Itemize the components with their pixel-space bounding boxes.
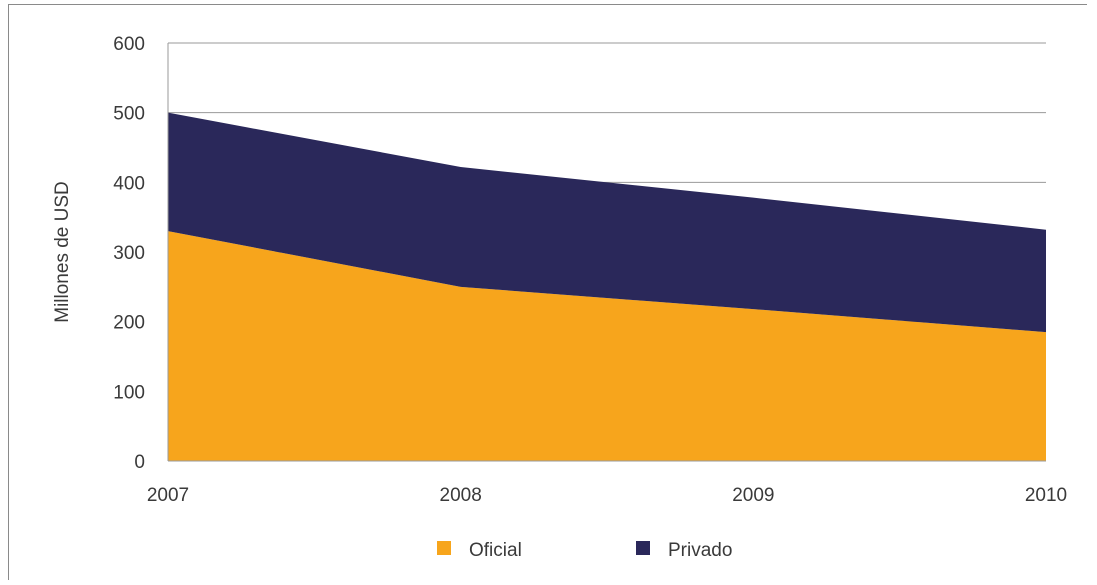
area-oficial [168, 231, 1046, 461]
chart-frame [8, 4, 1087, 580]
y-tick-label: 0 [134, 452, 145, 473]
y-tick-label: 200 [113, 313, 145, 334]
legend-swatch-oficial [437, 541, 451, 555]
areas [168, 112, 1046, 461]
y-tick-label: 600 [113, 34, 145, 55]
y-tick-label: 400 [113, 173, 145, 194]
y-axis-title: Millones de USD [52, 181, 73, 323]
x-tick-label: 2010 [1025, 485, 1067, 506]
legend: Oficial Privado [437, 540, 732, 561]
area-privado [168, 112, 1046, 333]
y-tick-label: 300 [113, 243, 145, 264]
x-tick-label: 2009 [732, 485, 774, 506]
x-tick-label: 2008 [440, 485, 482, 506]
y-tick-label: 500 [113, 104, 145, 125]
legend-swatch-privado [636, 541, 650, 555]
legend-label-privado: Privado [668, 540, 732, 561]
legend-label-oficial: Oficial [469, 540, 522, 561]
x-tick-label: 2007 [147, 485, 189, 506]
axes: 0 100 200 300 400 500 600 2007 2008 2009 2010 [113, 34, 1067, 506]
y-tick-label: 100 [113, 382, 145, 403]
